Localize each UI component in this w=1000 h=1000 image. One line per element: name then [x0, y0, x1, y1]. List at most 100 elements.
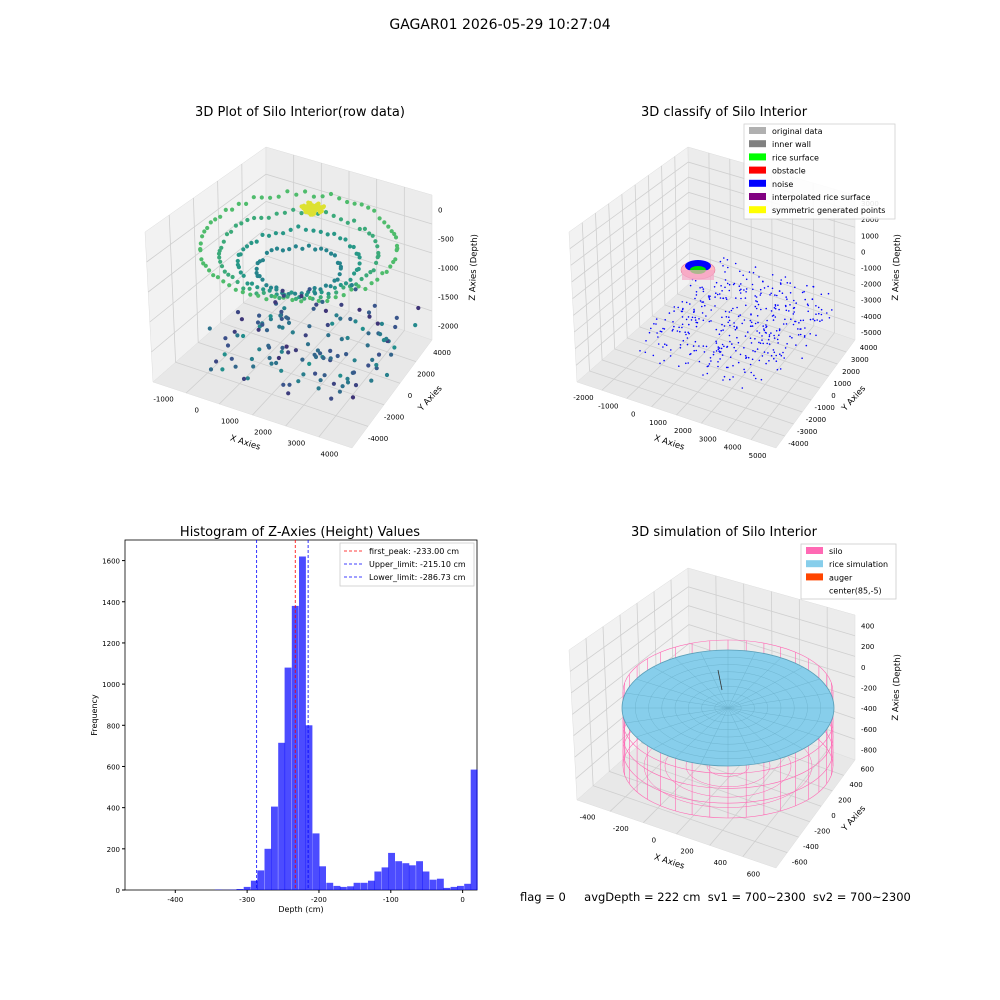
noise-point: [793, 311, 795, 313]
noise-point: [770, 332, 772, 334]
raw-point: [227, 283, 232, 288]
raw-point: [273, 300, 278, 305]
noise-point: [723, 257, 725, 259]
noise-point: [717, 346, 720, 348]
noise-point: [737, 341, 740, 344]
noise-point: [785, 309, 788, 312]
noise-point: [702, 345, 705, 347]
noise-point: [679, 330, 681, 333]
noise-point: [732, 364, 734, 367]
noise-point: [775, 360, 778, 363]
raw-point: [314, 302, 319, 307]
noise-point: [698, 345, 700, 347]
noise-point: [749, 337, 752, 340]
rice-mesh: [700, 707, 729, 765]
noise-point: [679, 347, 682, 349]
noise-point: [820, 313, 823, 316]
noise-point: [773, 357, 775, 360]
raw-point: [335, 260, 340, 265]
histogram-bar: [271, 806, 278, 890]
histogram-bar: [368, 880, 375, 890]
noise-point: [723, 325, 726, 327]
raw-point: [276, 355, 281, 361]
raw-point: [299, 299, 304, 304]
noise-point: [713, 286, 716, 288]
raw-point: [202, 229, 207, 234]
raw-point: [241, 273, 246, 278]
raw-point: [221, 239, 226, 244]
raw-point: [288, 227, 293, 232]
z-axis-label: Z Axies (Depth): [891, 234, 903, 301]
raw-point: [371, 268, 376, 273]
noise-point: [744, 355, 747, 357]
raw-point: [359, 202, 364, 207]
noise-point: [743, 319, 746, 321]
noise-point: [736, 327, 738, 330]
rice-mesh: [700, 651, 729, 709]
raw-point: [233, 223, 238, 228]
noise-point: [702, 319, 705, 322]
histogram-bar: [326, 882, 334, 890]
raw-point: [302, 296, 307, 301]
raw-point: [218, 259, 223, 264]
noise-point: [701, 305, 703, 308]
raw-point: [357, 307, 362, 312]
raw-point: [299, 211, 304, 216]
raw-point: [318, 229, 323, 234]
noise-point: [734, 262, 737, 265]
noise-point: [749, 319, 752, 322]
raw-point: [341, 285, 346, 290]
noise-point: [778, 328, 781, 330]
noise-point: [815, 334, 817, 337]
raw-point: [376, 352, 382, 357]
noise-point: [725, 297, 727, 299]
legend-swatch: [806, 560, 823, 568]
noise-point: [659, 362, 661, 365]
raw-point: [224, 232, 230, 237]
raw-point: [217, 255, 222, 260]
legend-swatch: [749, 166, 766, 174]
raw-point: [280, 325, 285, 330]
raw-point: [282, 306, 287, 311]
noise-point: [728, 316, 730, 319]
panel0-title: 3D Plot of Silo Interior(row data): [195, 105, 405, 120]
noise-point: [728, 311, 731, 313]
raw-point: [366, 205, 371, 210]
x-tick-label: 3000: [287, 440, 305, 448]
grid-z: [571, 191, 856, 283]
raw-point: [235, 310, 241, 315]
noise-point: [727, 266, 729, 269]
raw-point: [375, 244, 380, 249]
z-tick-label: 1000: [861, 232, 879, 240]
raw-point: [300, 357, 305, 362]
raw-point: [249, 356, 254, 362]
rice-mesh: [652, 707, 729, 750]
noise-point: [755, 307, 758, 310]
raw-point: [285, 189, 290, 194]
noise-point: [665, 344, 668, 347]
raw-point: [328, 348, 333, 353]
grid-y: [636, 603, 822, 807]
noise-point: [685, 301, 688, 304]
noise-point: [724, 279, 727, 281]
noise-point: [721, 354, 724, 356]
noise-point: [699, 300, 702, 302]
legend-swatch: [749, 179, 766, 187]
raw-point: [331, 381, 336, 386]
raw-point: [267, 288, 272, 293]
noise-point: [752, 350, 754, 352]
raw-point: [277, 324, 282, 329]
noise-point: [698, 318, 700, 320]
raw-point: [264, 297, 269, 302]
raw-point: [388, 264, 393, 269]
raw-point: [333, 295, 338, 300]
noise-point: [695, 294, 698, 296]
grid-y: [193, 197, 385, 406]
raw-point: [356, 284, 361, 289]
noise-point: [831, 309, 833, 311]
legend-swatch: [749, 153, 766, 161]
grid-x: [285, 179, 378, 427]
raw-point: [245, 281, 250, 286]
noise-point: [734, 328, 737, 331]
noise-point: [743, 368, 745, 371]
